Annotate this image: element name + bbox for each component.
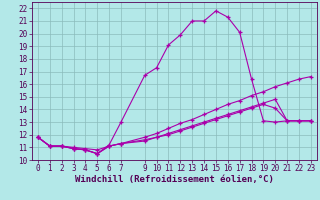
X-axis label: Windchill (Refroidissement éolien,°C): Windchill (Refroidissement éolien,°C) — [75, 175, 274, 184]
